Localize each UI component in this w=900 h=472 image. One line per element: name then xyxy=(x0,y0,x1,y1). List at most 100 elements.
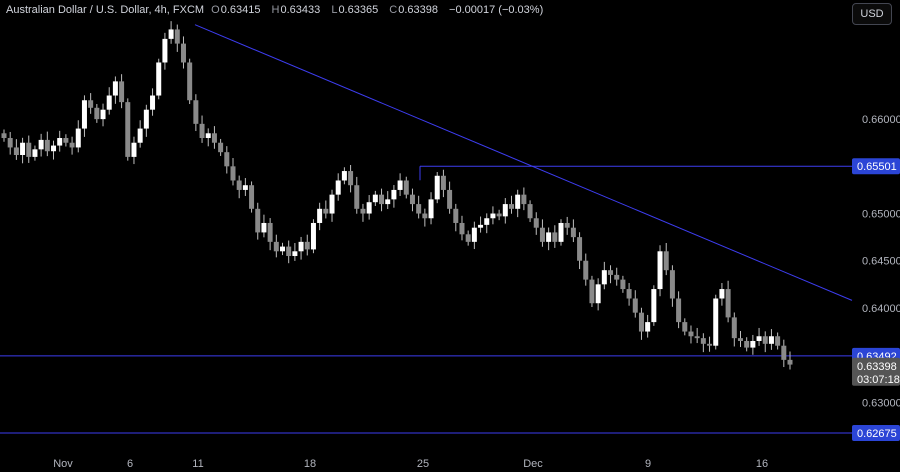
candle-body xyxy=(348,171,354,186)
candle-body xyxy=(242,185,248,190)
y-tick-label: 0.63000 xyxy=(862,397,900,409)
candle-body xyxy=(143,109,149,129)
candle-body xyxy=(756,336,762,341)
candle-body xyxy=(707,343,713,346)
x-tick-label: 6 xyxy=(127,458,133,470)
candle-body xyxy=(713,298,719,346)
candle-body xyxy=(44,139,50,152)
x-tick-label: 16 xyxy=(756,458,768,470)
candle-body xyxy=(558,222,564,242)
candle-body xyxy=(570,227,576,238)
candle-body xyxy=(286,246,292,257)
time-axis[interactable]: Nov 6 11 18 25 Dec 9 16 xyxy=(53,458,768,470)
countdown-text: 03:07:18 xyxy=(857,374,900,386)
candle-body xyxy=(688,331,694,337)
candle-body xyxy=(156,62,162,96)
horizontal-levels[interactable] xyxy=(0,165,852,434)
candle-body xyxy=(502,204,508,217)
candle-body xyxy=(453,208,459,223)
candle-body xyxy=(552,232,558,242)
candle-body xyxy=(434,175,440,200)
candle-body xyxy=(731,317,737,339)
candle-body xyxy=(651,289,657,323)
candle-body xyxy=(428,199,434,219)
candle-body xyxy=(112,81,118,96)
candle-body xyxy=(168,29,174,39)
candle-body xyxy=(440,175,446,190)
candle-body xyxy=(577,237,583,261)
candle-body xyxy=(304,241,310,250)
candle-body xyxy=(335,180,341,195)
level-price-text: 0.62675 xyxy=(857,428,897,440)
candle-body xyxy=(310,222,316,250)
candle-body xyxy=(38,139,44,150)
candle-body xyxy=(657,251,663,290)
candle-body xyxy=(1,133,7,139)
candle-body xyxy=(317,208,323,223)
candle-body xyxy=(218,142,224,153)
candle-body xyxy=(51,145,57,152)
candle-body xyxy=(682,322,688,332)
candle-body xyxy=(341,171,347,181)
low-value: 0.63365 xyxy=(338,4,379,16)
candle-body xyxy=(360,208,366,214)
candle-body xyxy=(106,95,112,110)
level-price-tag xyxy=(852,158,900,175)
candle-body xyxy=(224,152,230,167)
candle-body xyxy=(527,204,533,219)
candle-body xyxy=(601,270,607,285)
candle-body xyxy=(484,218,490,225)
y-tick-label: 0.65000 xyxy=(862,209,900,221)
candle-body xyxy=(669,270,675,299)
candle-body xyxy=(280,246,286,252)
candle-body xyxy=(546,232,552,242)
x-tick-label: 18 xyxy=(304,458,316,470)
candle-body xyxy=(719,289,725,299)
candle-body xyxy=(725,289,731,318)
candle-body xyxy=(366,202,372,214)
candle-body xyxy=(614,274,620,280)
candle-body xyxy=(230,166,236,181)
change-value: −0.00017 (−0.03%) xyxy=(449,4,544,16)
candle-body xyxy=(354,185,360,209)
candle-body xyxy=(608,270,614,275)
candle-body xyxy=(781,345,787,360)
x-tick-label: 9 xyxy=(645,458,651,470)
candle-body xyxy=(211,133,217,143)
candle-body xyxy=(379,194,385,205)
candle-body xyxy=(737,338,743,341)
candle-body xyxy=(409,194,415,205)
x-tick-label: Nov xyxy=(53,458,73,470)
candle-body xyxy=(88,100,94,108)
ohlc-legend: Australian Dollar / U.S. Dollar, 4h, FXC… xyxy=(6,4,544,16)
open-value: 0.63415 xyxy=(220,4,261,16)
candle-body xyxy=(700,338,706,344)
symbol-title[interactable]: Australian Dollar / U.S. Dollar, 4h, FXC… xyxy=(6,4,205,16)
candle-body xyxy=(787,359,793,365)
candle-body xyxy=(261,222,267,233)
candle-body xyxy=(744,340,750,348)
candle-body xyxy=(32,149,38,157)
candle-body xyxy=(478,224,484,228)
candle-body xyxy=(372,194,378,203)
candle-body xyxy=(416,204,422,214)
candle-body xyxy=(676,298,682,323)
candle-body xyxy=(267,222,273,242)
level-price-text: 0.65501 xyxy=(857,161,897,173)
candle-body xyxy=(694,336,700,339)
candle-body xyxy=(422,213,428,219)
x-tick-label: 25 xyxy=(417,458,429,470)
candle-body xyxy=(273,241,279,252)
candle-body xyxy=(75,128,81,148)
candle-body xyxy=(205,133,211,139)
candle-body xyxy=(750,340,756,348)
downtrend-line[interactable] xyxy=(194,24,853,301)
candle-body xyxy=(403,180,409,195)
candle-body xyxy=(663,251,669,271)
x-tick-label: 11 xyxy=(192,458,203,470)
currency-button[interactable]: USD xyxy=(852,3,892,25)
candle-body xyxy=(496,213,502,217)
candle-body xyxy=(94,107,100,120)
